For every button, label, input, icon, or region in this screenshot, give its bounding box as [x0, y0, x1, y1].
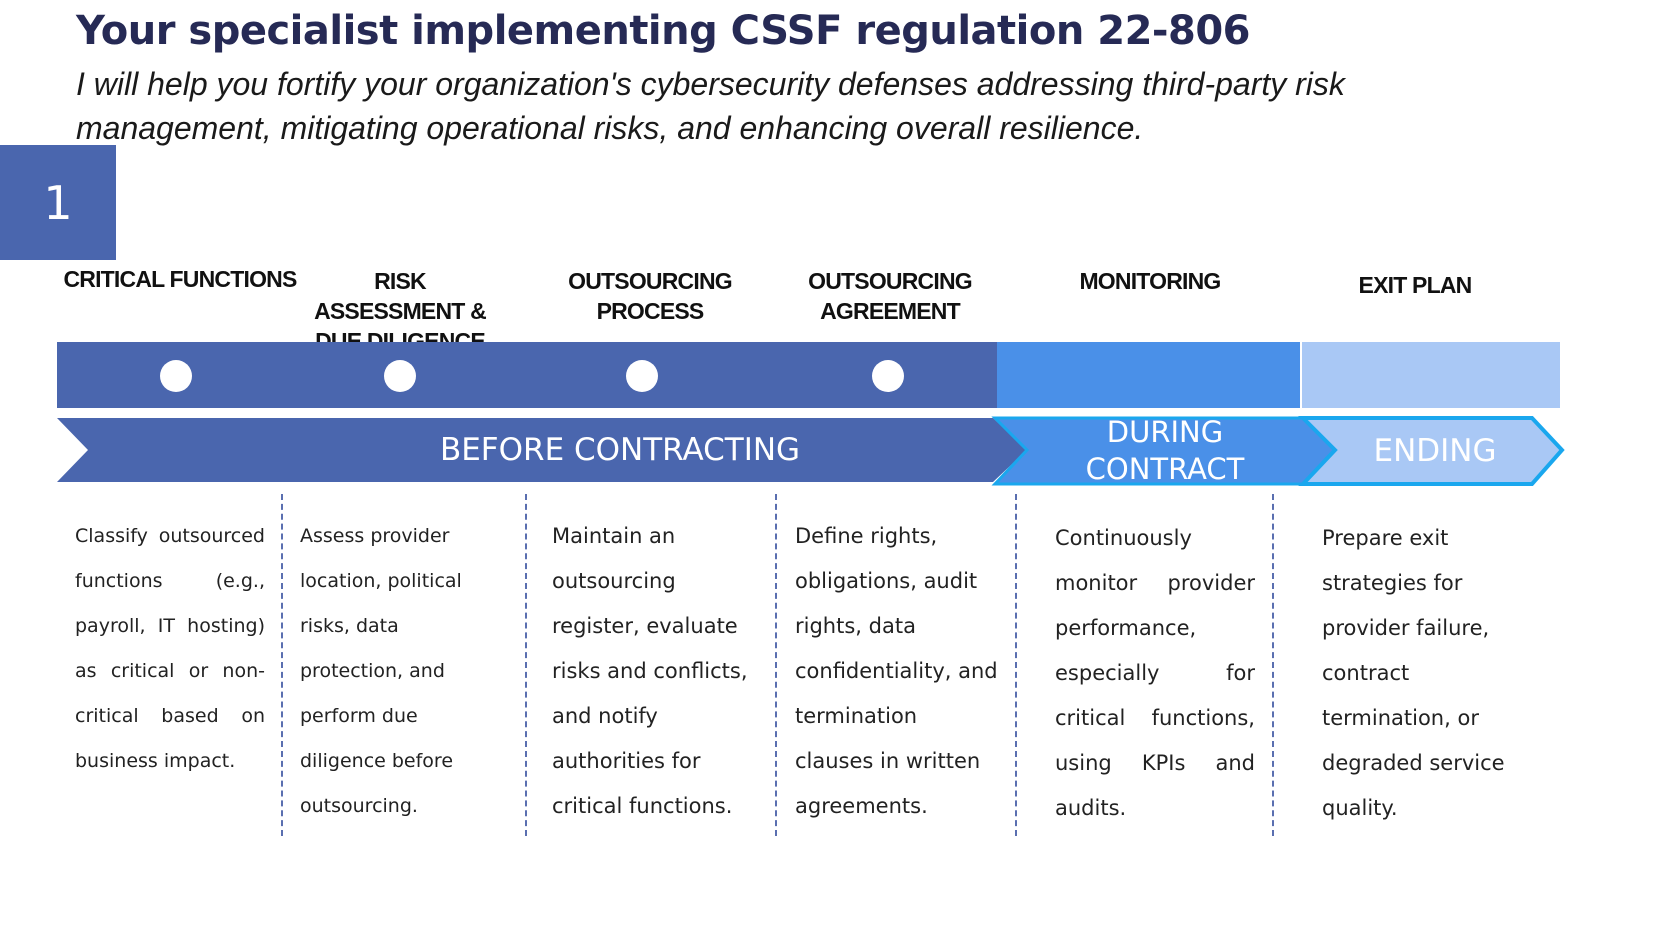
timeline-dot-3 [626, 360, 658, 392]
timeline-bar-ending [1302, 342, 1560, 408]
chevron-before-contracting [57, 418, 1027, 482]
page-title: Your specialist implementing CSSF regula… [76, 8, 1251, 54]
column-divider-2 [525, 494, 527, 836]
column-divider-5 [1272, 494, 1274, 836]
timeline-bar-during [997, 342, 1300, 408]
heading-outsourcing-process: OUTSOURCING PROCESS [568, 268, 733, 324]
description-outsourcing-agreement: Define rights, obligations, audit rights… [795, 524, 998, 818]
heading-critical-functions: CRITICAL FUNCTIONS [63, 266, 297, 292]
page-subtitle: I will help you fortify your organizatio… [76, 66, 1345, 146]
description-outsourcing-process: Maintain an outsourcing register, evalua… [552, 524, 748, 818]
heading-outsourcing-agreement: OUTSOURCING AGREEMENT [808, 268, 973, 324]
phase-label-during: DURING CONTRACT [1085, 415, 1245, 486]
description-exit-plan: Prepare exit strategies for provider fai… [1322, 526, 1505, 820]
description-monitoring: Continuously monitor provider performanc… [1055, 526, 1255, 820]
timeline-bar-before [57, 342, 997, 408]
timeline-dot-4 [872, 360, 904, 392]
chevron-ending [1298, 416, 1565, 486]
description-risk-assessment: Assess provider location, political risk… [300, 525, 462, 817]
column-divider-1 [281, 494, 283, 836]
phase-label-before: BEFORE CONTRACTING [439, 432, 801, 468]
heading-exit-plan: EXIT PLAN [1358, 272, 1473, 298]
timeline-dot-2 [384, 360, 416, 392]
heading-monitoring: MONITORING [1079, 268, 1221, 294]
step-number-badge: 1 [0, 145, 116, 260]
step-number: 1 [43, 175, 73, 230]
column-divider-3 [775, 494, 777, 836]
timeline-dot-1 [160, 360, 192, 392]
description-critical-functions: Classify outsourced functions (e.g., pay… [75, 525, 265, 772]
column-divider-4 [1015, 494, 1017, 836]
phase-label-ending: ENDING [1373, 433, 1497, 469]
